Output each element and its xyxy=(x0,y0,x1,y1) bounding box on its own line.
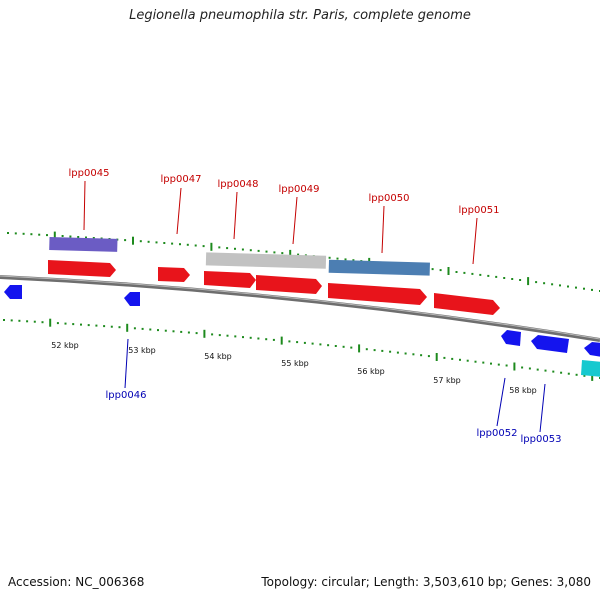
accession-text: Accession: NC_006368 xyxy=(8,575,145,589)
gene-label-lpp0046[interactable]: lpp0046 xyxy=(106,390,147,401)
gene-label-lpp0049[interactable]: lpp0049 xyxy=(279,184,320,195)
genome-backbone-highlight xyxy=(0,275,600,340)
gene-feature-cyan[interactable] xyxy=(581,360,600,377)
cds-arrow-lpp0045[interactable] xyxy=(48,260,116,277)
scale-label-52kbp: 52 kbp xyxy=(51,341,79,350)
scale-label-53kbp: 53 kbp xyxy=(128,346,156,355)
cds-arrow-lpp0048[interactable] xyxy=(204,271,256,288)
gene-label-lpp0047[interactable]: lpp0047 xyxy=(161,174,202,185)
cds-arrow-right-edge[interactable] xyxy=(584,342,600,357)
gene-label-lpp0053[interactable]: lpp0053 xyxy=(521,434,562,445)
gene-feature-steelblue[interactable] xyxy=(328,259,430,276)
gene-label-lpp0045[interactable]: lpp0045 xyxy=(69,168,110,179)
genome-backbone xyxy=(0,275,600,342)
scale-label-56kbp: 56 kbp xyxy=(357,367,385,376)
label-leader-lines xyxy=(83,180,546,433)
gene-feature-grey[interactable] xyxy=(205,252,327,269)
scale-label-55kbp: 55 kbp xyxy=(281,359,309,368)
reverse-cds-track xyxy=(4,285,600,377)
lower-tick-track xyxy=(3,318,600,381)
cds-arrow-lpp0046[interactable] xyxy=(124,292,140,306)
forward-cds-track xyxy=(48,260,500,315)
cds-arrow-lpp0050[interactable] xyxy=(328,283,427,305)
scale-label-57kbp: 57 kbp xyxy=(433,376,461,385)
gene-label-lpp0051[interactable]: lpp0051 xyxy=(459,205,500,216)
map-title: Legionella pneumophila str. Paris, compl… xyxy=(129,8,471,23)
cds-arrow-lpp0051[interactable] xyxy=(434,293,500,315)
gene-feature-purple[interactable] xyxy=(49,236,118,252)
cds-arrow-lpp0049[interactable] xyxy=(256,275,322,294)
genome-summary-text: Topology: circular; Length: 3,503,610 bp… xyxy=(261,575,591,589)
cds-arrow-lpp0052[interactable] xyxy=(501,330,521,346)
scale-label-58kbp: 58 kbp xyxy=(509,386,537,395)
scale-label-54kbp: 54 kbp xyxy=(204,352,232,361)
gene-label-lpp0052[interactable]: lpp0052 xyxy=(477,428,518,439)
cds-arrow-lpp0047[interactable] xyxy=(158,267,190,282)
cds-arrow-lpp0053[interactable] xyxy=(531,335,569,353)
gene-label-lpp0050[interactable]: lpp0050 xyxy=(369,193,410,204)
cds-arrow-reverse-left[interactable] xyxy=(4,285,22,299)
gene-label-lpp0048[interactable]: lpp0048 xyxy=(218,179,259,190)
